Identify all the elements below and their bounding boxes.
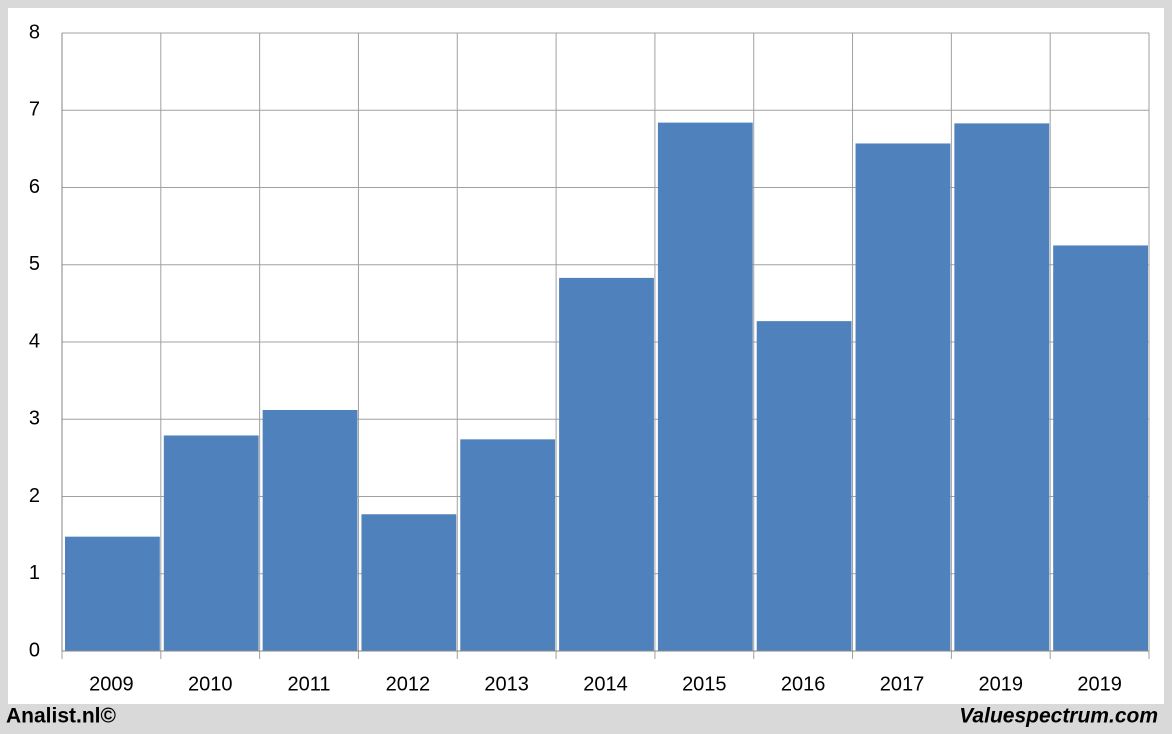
bar xyxy=(559,277,654,651)
bar xyxy=(163,435,259,651)
x-tick-label: 2009 xyxy=(89,673,134,695)
y-tick-label: 0 xyxy=(29,639,40,661)
bar xyxy=(657,122,753,652)
x-tick-label: 2019 xyxy=(979,673,1024,695)
x-tick-label: 2014 xyxy=(583,673,628,695)
x-tick-label: 2013 xyxy=(484,673,529,695)
bar xyxy=(460,439,556,651)
bar xyxy=(262,409,358,651)
y-tick-label: 3 xyxy=(29,408,40,430)
bar xyxy=(361,514,457,651)
x-tick-label: 2016 xyxy=(781,673,826,695)
footer-left: Analist.nl© xyxy=(6,705,117,728)
y-tick-label: 7 xyxy=(29,99,40,121)
y-tick-label: 4 xyxy=(29,330,40,352)
bar xyxy=(756,321,852,651)
y-tick-label: 1 xyxy=(29,562,40,584)
x-tick-label: 2010 xyxy=(188,673,233,695)
x-tick-label: 2019 xyxy=(1077,673,1122,695)
bar xyxy=(954,123,1050,651)
bar xyxy=(855,143,951,651)
x-tick-label: 2017 xyxy=(880,673,925,695)
y-tick-label: 8 xyxy=(29,21,40,43)
x-tick-label: 2012 xyxy=(386,673,431,695)
footer-right: Valuespectrum.com xyxy=(959,705,1158,728)
y-tick-label: 5 xyxy=(29,253,40,275)
x-tick-label: 2015 xyxy=(682,673,727,695)
bar xyxy=(65,536,160,651)
y-tick-label: 2 xyxy=(29,485,40,507)
bar xyxy=(1053,245,1148,651)
y-tick-label: 6 xyxy=(29,176,40,198)
x-tick-label: 2011 xyxy=(288,673,331,695)
